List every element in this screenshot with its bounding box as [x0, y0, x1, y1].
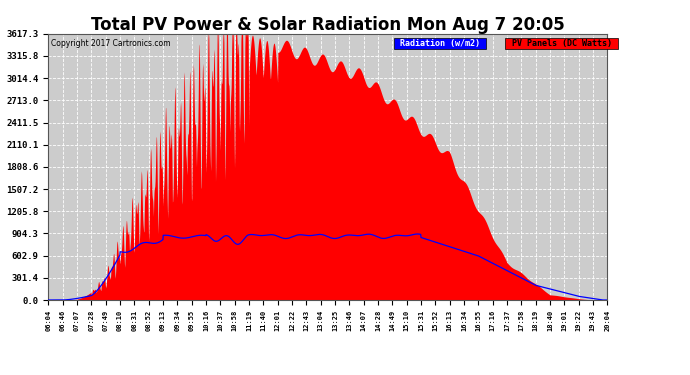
Text: Radiation (w/m2): Radiation (w/m2): [395, 39, 485, 48]
Text: PV Panels (DC Watts): PV Panels (DC Watts): [506, 39, 617, 48]
Title: Total PV Power & Solar Radiation Mon Aug 7 20:05: Total PV Power & Solar Radiation Mon Aug…: [91, 16, 564, 34]
Text: Copyright 2017 Cartronics.com: Copyright 2017 Cartronics.com: [51, 39, 170, 48]
